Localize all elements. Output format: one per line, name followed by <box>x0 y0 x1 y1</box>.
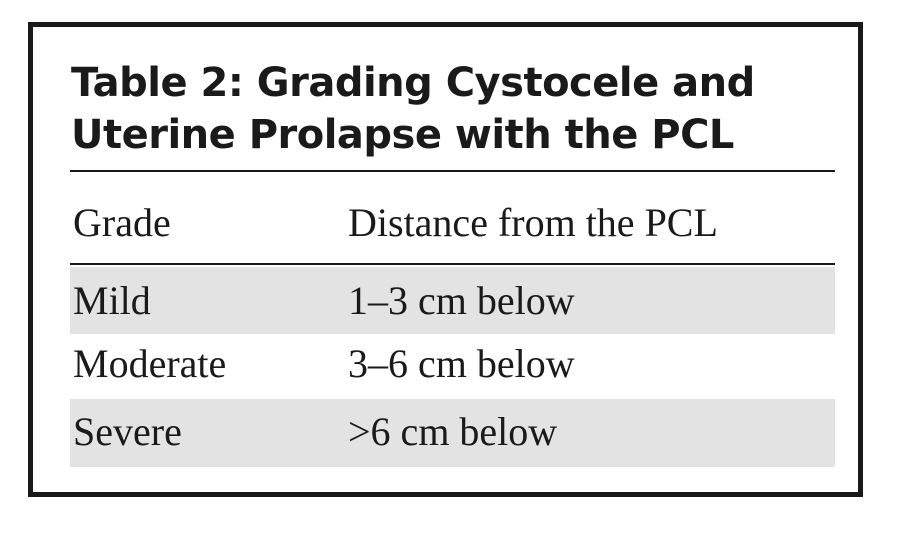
table-title-line-2: Uterine Prolapse with the PCL <box>71 112 734 158</box>
table-row-mild-grade: Mild <box>73 278 151 323</box>
table-title: Table 2: Grading Cystocele and Uterine P… <box>71 57 831 161</box>
column-header-distance: Distance from the PCL <box>348 200 718 245</box>
table-row-mild-background <box>70 267 835 334</box>
column-header-grade: Grade <box>73 200 171 245</box>
table-row-mild-distance: 1–3 cm below <box>348 278 575 323</box>
table-title-line-1: Table 2: Grading Cystocele and <box>71 60 755 106</box>
table-row-severe-grade: Severe <box>73 409 182 454</box>
table-row-moderate-grade: Moderate <box>73 341 227 386</box>
table-row-severe-distance: >6 cm below <box>348 409 558 454</box>
table-row-severe-background <box>70 399 835 467</box>
table-row-moderate-distance: 3–6 cm below <box>348 341 575 386</box>
title-divider <box>70 170 835 172</box>
header-divider <box>70 263 835 265</box>
table-frame: Table 2: Grading Cystocele and Uterine P… <box>28 22 863 497</box>
